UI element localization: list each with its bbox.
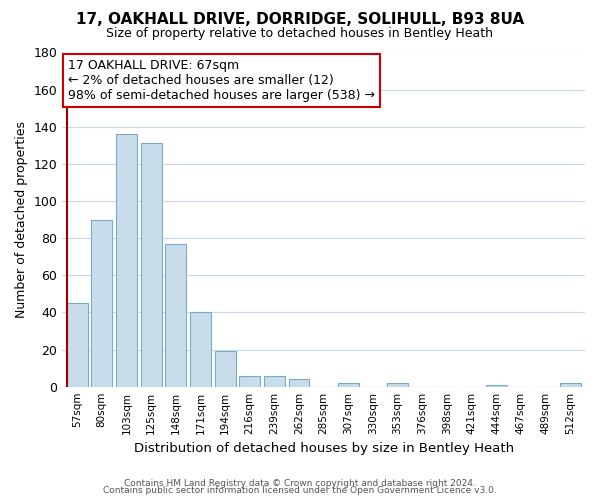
Bar: [67, 303, 88, 386]
Bar: [338, 383, 359, 386]
Bar: [264, 376, 285, 386]
Text: 17 OAKHALL DRIVE: 67sqm
← 2% of detached houses are smaller (12)
98% of semi-det: 17 OAKHALL DRIVE: 67sqm ← 2% of detached…: [68, 59, 374, 102]
Bar: [289, 380, 310, 386]
Bar: [190, 312, 211, 386]
Bar: [560, 383, 581, 386]
Bar: [140, 144, 161, 386]
Bar: [387, 383, 408, 386]
Bar: [91, 220, 112, 386]
Bar: [239, 376, 260, 386]
Bar: [165, 244, 186, 386]
Text: 17, OAKHALL DRIVE, DORRIDGE, SOLIHULL, B93 8UA: 17, OAKHALL DRIVE, DORRIDGE, SOLIHULL, B…: [76, 12, 524, 28]
Text: Contains public sector information licensed under the Open Government Licence v3: Contains public sector information licen…: [103, 486, 497, 495]
Bar: [486, 385, 507, 386]
Bar: [116, 134, 137, 386]
X-axis label: Distribution of detached houses by size in Bentley Heath: Distribution of detached houses by size …: [134, 442, 514, 455]
Bar: [215, 352, 236, 386]
Text: Contains HM Land Registry data © Crown copyright and database right 2024.: Contains HM Land Registry data © Crown c…: [124, 478, 476, 488]
Y-axis label: Number of detached properties: Number of detached properties: [15, 121, 28, 318]
Text: Size of property relative to detached houses in Bentley Heath: Size of property relative to detached ho…: [107, 28, 493, 40]
